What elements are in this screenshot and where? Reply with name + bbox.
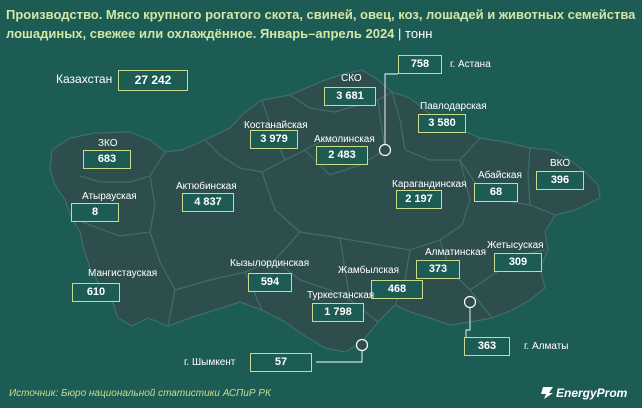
- region-value-almaty-city: 363: [464, 337, 510, 356]
- border-sko: [289, 91, 393, 113]
- border-pavlodar: [391, 91, 481, 161]
- region-value-kostanay: 3 979: [250, 130, 298, 149]
- almaty-marker: [463, 295, 477, 309]
- region-label-sko: СКО: [341, 73, 362, 84]
- border-vko: [527, 147, 531, 206]
- region-value-pavlodar: 3 580: [418, 114, 466, 133]
- region-label-zko: ЗКО: [98, 138, 118, 149]
- region-label-aktobe: Актюбинская: [176, 181, 237, 192]
- region-value-vko: 396: [536, 171, 584, 190]
- region-label-astana: г. Астана: [450, 59, 491, 70]
- region-label-pavlodar: Павлодарская: [420, 101, 487, 112]
- region-value-turkestan: 1 798: [312, 303, 364, 322]
- border-atyrau-mangystau: [71, 217, 151, 237]
- region-value-sko: 3 681: [324, 87, 376, 106]
- energyprom-logo-icon: [541, 387, 553, 399]
- total-label: Казахстан: [56, 72, 113, 86]
- border-karaganda-south: [261, 159, 471, 251]
- title-text: Производство. Мясо крупного рогатого ско…: [6, 7, 636, 41]
- region-value-zko: 683: [83, 150, 131, 169]
- region-label-kostanay: Костанайская: [244, 120, 308, 131]
- astana-marker: [378, 143, 392, 157]
- region-label-turkestan: Туркестанская: [307, 290, 375, 301]
- region-value-almaty-region: 373: [416, 260, 460, 279]
- source-note: Источник: Бюро национальной статистики А…: [9, 388, 271, 399]
- region-label-kyzylorda: Кызылординская: [230, 258, 310, 269]
- region-label-karaganda: Карагандинская: [392, 179, 467, 190]
- region-label-atyrau: Атырауская: [82, 191, 137, 202]
- region-value-akmola: 2 483: [316, 146, 368, 165]
- region-value-atyrau: 8: [71, 203, 119, 222]
- border-zko: [79, 151, 166, 183]
- region-value-aktobe: 4 837: [182, 193, 234, 212]
- region-value-shymkent: 57: [250, 353, 312, 372]
- region-label-zhetysu: Жетысуская: [487, 240, 544, 251]
- shymkent-marker: [355, 338, 369, 352]
- region-label-vko: ВКО: [550, 158, 571, 169]
- border-aktobe-west: [149, 175, 176, 327]
- energyprom-logo: EnergyProm: [556, 386, 628, 400]
- region-label-almaty-region: Алматинская: [425, 247, 486, 258]
- region-label-zhambyl: Жамбылская: [338, 265, 399, 276]
- region-label-abai: Абайская: [478, 170, 522, 181]
- region-value-karaganda: 2 197: [396, 190, 442, 209]
- region-label-mangystau: Мангистауская: [88, 268, 158, 279]
- region-label-almaty-city: г. Алматы: [524, 341, 569, 352]
- region-value-kyzylorda: 594: [248, 273, 292, 292]
- city-markers: [355, 143, 477, 352]
- border-akmola-east: [304, 99, 386, 176]
- total-value: 27 242: [118, 70, 188, 91]
- region-value-mangystau: 610: [72, 283, 120, 302]
- region-value-astana: 758: [398, 55, 442, 74]
- region-value-zhetysu: 309: [494, 253, 542, 272]
- region-label-akmola: Акмолинская: [314, 134, 375, 145]
- chart-title: Производство. Мясо крупного рогатого ско…: [6, 5, 636, 43]
- title-separator: |: [398, 26, 402, 41]
- region-value-zhambyl: 468: [371, 280, 423, 299]
- region-label-shymkent: г. Шымкент: [184, 357, 236, 368]
- astana-leader: [384, 73, 398, 150]
- region-value-abai: 68: [474, 183, 518, 202]
- title-unit: тонн: [405, 26, 433, 41]
